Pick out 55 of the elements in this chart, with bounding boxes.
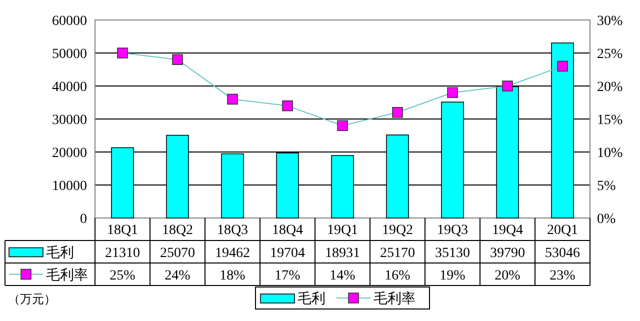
- data-label: 19%: [440, 268, 466, 284]
- x-tick-label: 19Q3: [436, 223, 468, 238]
- point: [447, 87, 458, 98]
- y2-tick-label: 20%: [597, 80, 623, 95]
- y2-tick-label: 10%: [597, 146, 623, 161]
- y2-tick-label: 15%: [597, 113, 623, 128]
- point: [557, 60, 568, 72]
- y2-tick-label: 0%: [597, 212, 616, 227]
- x-tick-label: 18Q2: [162, 223, 194, 238]
- data-label: 53046: [545, 246, 580, 261]
- y-tick-label: 0: [80, 212, 87, 227]
- point: [117, 48, 128, 58]
- data-label: 16%: [384, 268, 411, 284]
- data-label: 35130: [435, 246, 470, 261]
- text: （万元）: [8, 292, 56, 306]
- point: [502, 80, 513, 92]
- y-tick-label: 40000: [52, 80, 87, 95]
- point: [227, 94, 238, 105]
- data-label: 18931: [325, 246, 360, 261]
- legend-label: 毛利率: [46, 267, 88, 284]
- point: [337, 120, 348, 131]
- x-tick-label: 19Q2: [382, 223, 414, 238]
- data-label: 39790: [490, 246, 525, 261]
- point: [392, 107, 403, 118]
- data-label: 19704: [270, 246, 305, 261]
- legend-label: 毛利: [46, 244, 74, 261]
- y-tick-label: 60000: [52, 14, 87, 29]
- y-tick-label: 50000: [52, 47, 87, 62]
- x-tick-label: 19Q4: [492, 223, 524, 238]
- x-tick-label: 18Q1: [106, 223, 138, 238]
- data-label: 25170: [380, 246, 415, 261]
- x-tick-label: 18Q3: [216, 223, 248, 238]
- data-label: 25070: [160, 246, 195, 261]
- x-tick-label: 18Q4: [272, 223, 304, 238]
- point: [282, 100, 293, 112]
- y-tick-label: 30000: [52, 113, 87, 128]
- data-label: 19462: [215, 246, 250, 261]
- data-label: 20%: [494, 268, 521, 284]
- text: 毛利: [298, 292, 326, 307]
- data-label: 21310: [105, 246, 140, 261]
- data-label: 23%: [550, 268, 576, 284]
- y2-tick-label: 30%: [597, 14, 623, 29]
- y-tick-label: 20000: [52, 146, 87, 161]
- data-label: 25%: [110, 268, 136, 284]
- data-label: 17%: [274, 268, 301, 284]
- data-label: 24%: [164, 268, 191, 284]
- text: 毛利率: [374, 292, 416, 307]
- x-tick-label: 20Q1: [546, 223, 578, 238]
- point: [172, 54, 183, 65]
- y-tick-label: 10000: [52, 179, 87, 194]
- x-tick-label: 19Q1: [326, 223, 358, 238]
- y2-tick-label: 5%: [597, 179, 616, 194]
- data-label: 14%: [330, 268, 356, 284]
- y2-tick-label: 25%: [597, 47, 623, 62]
- data-label: 18%: [220, 268, 246, 284]
